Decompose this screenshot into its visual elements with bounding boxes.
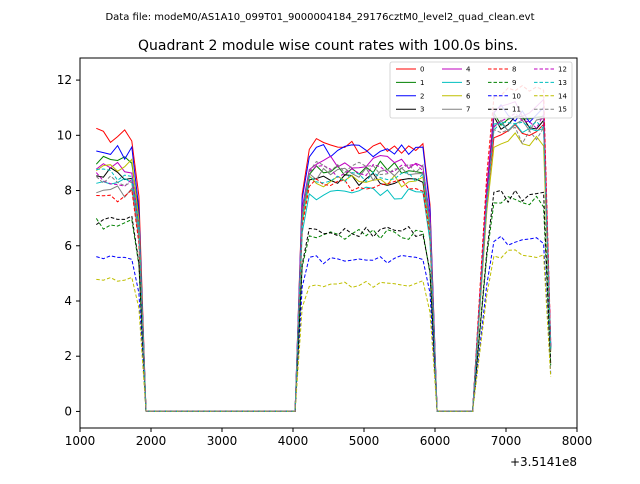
legend-label-14: 14 bbox=[558, 92, 567, 100]
legend-label-15: 15 bbox=[558, 106, 567, 114]
legend-box bbox=[389, 61, 573, 119]
x-tick-label: 7000 bbox=[491, 434, 522, 448]
legend-label-0: 0 bbox=[420, 66, 424, 74]
y-tick-label: 8 bbox=[64, 184, 72, 198]
legend-label-10: 10 bbox=[512, 92, 521, 100]
legend-label-8: 8 bbox=[512, 66, 516, 74]
series-layer bbox=[95, 84, 552, 412]
y-tick-label: 10 bbox=[57, 128, 72, 142]
x-tick-label: 4000 bbox=[278, 434, 309, 448]
x-tick-label: 6000 bbox=[420, 434, 451, 448]
y-tick-label: 6 bbox=[64, 239, 72, 253]
legend-label-12: 12 bbox=[558, 66, 567, 74]
y-tick-label: 12 bbox=[57, 73, 72, 87]
legend-label-5: 5 bbox=[466, 79, 470, 87]
x-tick-label: 5000 bbox=[349, 434, 380, 448]
x-tick-label: 1000 bbox=[65, 434, 96, 448]
legend-label-2: 2 bbox=[420, 92, 424, 100]
legend-label-9: 9 bbox=[512, 79, 516, 87]
legend-label-1: 1 bbox=[420, 79, 424, 87]
legend-label-4: 4 bbox=[466, 66, 471, 74]
legend-label-6: 6 bbox=[466, 92, 471, 100]
y-axis: 0 2 4 6 8 10 12 bbox=[57, 73, 80, 418]
y-tick-label: 0 bbox=[64, 404, 72, 418]
suptitle: Data file: modeM0/AS1A10_099T01_90000041… bbox=[105, 12, 534, 23]
plot-frame bbox=[79, 57, 578, 429]
y-tick-label: 4 bbox=[64, 294, 72, 308]
x-axis: 1000 2000 3000 4000 5000 6000 7000 8000 bbox=[65, 428, 593, 448]
legend-label-7: 7 bbox=[466, 106, 470, 114]
x-offset-label: +3.5141e8 bbox=[510, 455, 577, 469]
y-tick-label: 2 bbox=[64, 349, 72, 363]
x-tick-label: 3000 bbox=[207, 434, 238, 448]
series-line-13 bbox=[96, 121, 552, 412]
series-line-15 bbox=[95, 125, 552, 412]
legend-label-3: 3 bbox=[420, 106, 424, 114]
x-tick-label: 8000 bbox=[562, 434, 593, 448]
legend-label-11: 11 bbox=[512, 106, 521, 114]
x-tick-label: 2000 bbox=[136, 434, 167, 448]
chart-title: Quadrant 2 module wise count rates with … bbox=[138, 38, 518, 54]
legend-label-13: 13 bbox=[558, 79, 567, 87]
